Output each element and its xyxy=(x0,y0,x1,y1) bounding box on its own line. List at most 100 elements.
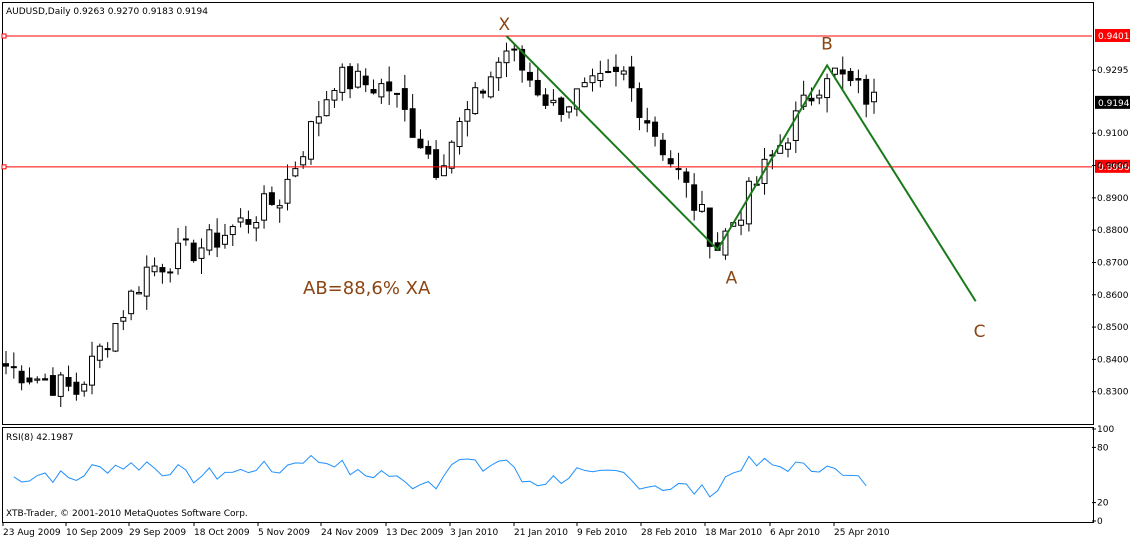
candle-body xyxy=(831,67,838,75)
candle-body xyxy=(394,92,400,95)
candle-body xyxy=(871,91,878,103)
candle xyxy=(221,223,228,249)
candle-body xyxy=(738,219,745,226)
candle-body xyxy=(511,48,518,51)
candle xyxy=(307,120,314,165)
candle-body xyxy=(542,94,549,106)
candle xyxy=(667,150,674,168)
candle-body xyxy=(855,78,862,81)
candle-body xyxy=(425,145,432,155)
candle-body xyxy=(151,265,158,273)
candle xyxy=(480,88,487,99)
rsi-tick-label: 20 xyxy=(1097,499,1109,509)
price-tick-label: 0.9100 xyxy=(1097,129,1129,139)
candle xyxy=(652,116,659,147)
candle xyxy=(18,365,25,391)
candle xyxy=(104,342,111,358)
price-tick-label: 0.8600 xyxy=(1097,291,1129,301)
candle xyxy=(49,367,56,396)
candle-body xyxy=(558,97,565,116)
candle-body xyxy=(221,234,228,245)
level-marker xyxy=(1,33,7,39)
price-tick-label: 0.8700 xyxy=(1097,258,1129,268)
candle xyxy=(190,239,197,263)
candle xyxy=(175,227,182,275)
candle-body xyxy=(18,370,25,384)
level-tag-text: 0.8996 xyxy=(1098,163,1130,173)
candle-body xyxy=(120,317,127,322)
candle xyxy=(198,238,205,274)
candle-body xyxy=(261,193,268,221)
candle-body xyxy=(182,238,189,241)
candle-body xyxy=(112,323,119,352)
candle-body xyxy=(198,247,205,259)
candle xyxy=(698,190,705,213)
candle-body xyxy=(245,219,252,225)
candle-body xyxy=(409,108,416,138)
price-tick-label: 0.8300 xyxy=(1097,388,1129,398)
candle-body xyxy=(143,266,150,297)
candle-body xyxy=(659,139,666,156)
candle-body xyxy=(370,89,377,94)
candle-body xyxy=(167,271,174,274)
time-tick-label: 5 Nov 2009 xyxy=(258,528,310,538)
candle-body xyxy=(698,203,705,212)
candle xyxy=(495,57,502,91)
candle-body xyxy=(354,70,361,88)
candle xyxy=(339,63,346,101)
candle xyxy=(573,88,580,117)
candle xyxy=(253,216,260,242)
candle-body xyxy=(433,149,440,178)
candle-body xyxy=(49,375,56,396)
candle-body xyxy=(722,230,729,256)
candle-body xyxy=(519,48,526,71)
candle xyxy=(206,224,213,256)
candle-body xyxy=(589,75,596,84)
time-tick-label: 18 Mar 2010 xyxy=(705,528,762,538)
time-tick-label: 21 Jan 2010 xyxy=(514,528,568,538)
time-tick-label: 6 Apr 2010 xyxy=(770,528,820,538)
candle xyxy=(96,343,103,369)
candle xyxy=(268,186,275,206)
candle-body xyxy=(417,138,424,149)
candle xyxy=(558,96,565,122)
candle xyxy=(81,381,88,397)
candle xyxy=(440,154,447,177)
candle xyxy=(182,225,189,246)
candle xyxy=(839,56,846,90)
candle-body xyxy=(81,383,88,392)
main-panel xyxy=(2,2,1094,425)
candle xyxy=(284,164,291,211)
candle-body xyxy=(824,78,831,99)
candle xyxy=(871,78,878,114)
candle-body xyxy=(323,99,330,117)
candle xyxy=(620,66,627,81)
candle-body xyxy=(10,366,17,369)
level-tag xyxy=(1095,95,1130,109)
candle xyxy=(605,59,612,74)
candle-body xyxy=(175,242,182,270)
candle-body xyxy=(128,290,135,315)
candle-body xyxy=(573,88,580,110)
candle xyxy=(597,60,604,88)
candle-body xyxy=(472,87,479,115)
wave-lines xyxy=(505,35,977,302)
candle xyxy=(659,133,666,161)
candle-body xyxy=(487,76,494,98)
candle xyxy=(315,100,322,137)
candle-body xyxy=(612,66,619,72)
rsi-tick-label: 0 xyxy=(1097,517,1103,527)
xabc-polyline xyxy=(505,35,977,302)
candle-body xyxy=(401,88,408,110)
candle-body xyxy=(307,121,314,160)
time-tick-label: 23 Aug 2009 xyxy=(3,528,61,538)
candle-body xyxy=(745,180,752,225)
candle xyxy=(847,68,854,87)
candle xyxy=(57,371,64,408)
level-tag-text: 0.9194 xyxy=(1098,99,1130,109)
wave-labels: X A B C xyxy=(498,15,985,342)
rsi-tick-label: 80 xyxy=(1097,443,1109,453)
candle-body xyxy=(534,79,541,96)
candle xyxy=(73,372,80,401)
